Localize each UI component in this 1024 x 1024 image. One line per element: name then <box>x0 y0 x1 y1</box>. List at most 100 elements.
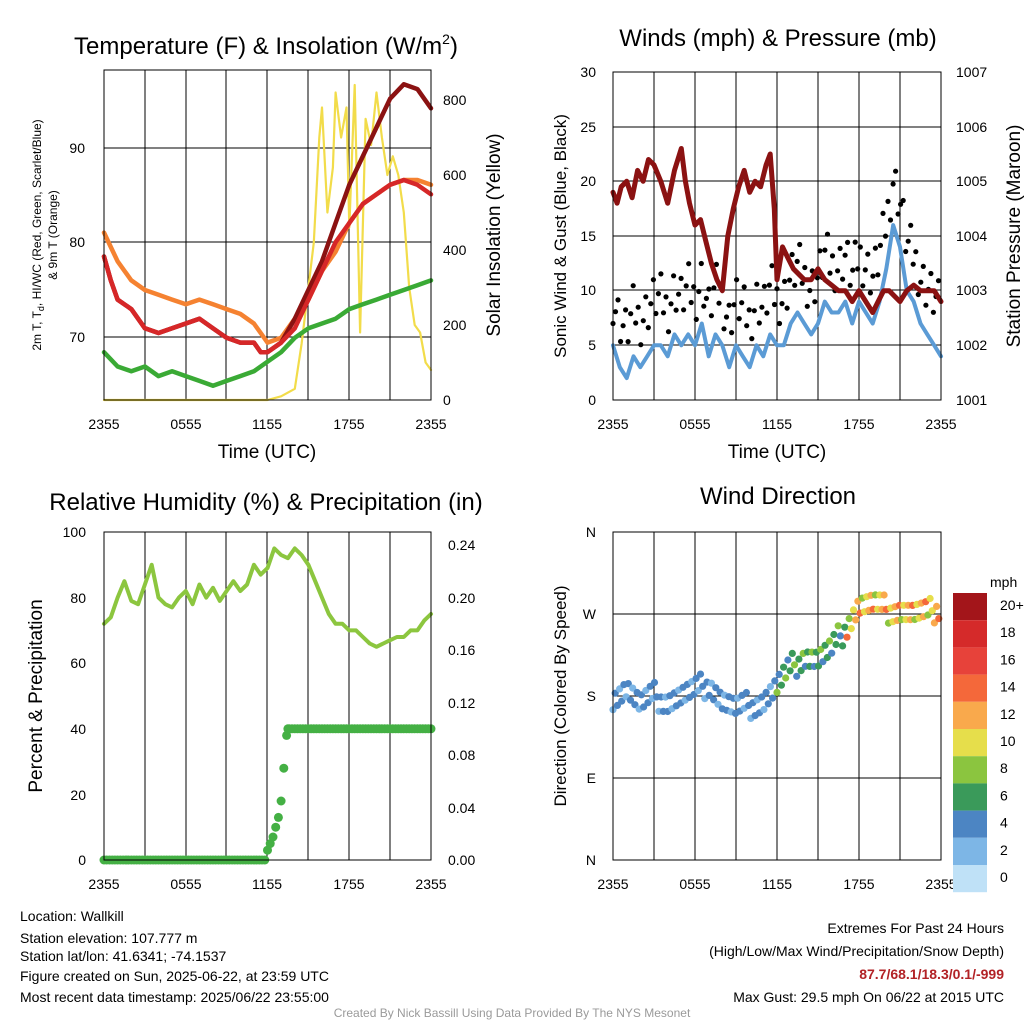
gust-point <box>882 233 889 239</box>
direction-point <box>793 672 801 680</box>
gust-point <box>784 305 790 311</box>
x-tick-label: 1155 <box>762 876 792 892</box>
x-tick-label: 0555 <box>679 876 710 892</box>
gust-point <box>676 291 682 297</box>
humidity-frame <box>103 531 432 861</box>
winds-x-label: Time (UTC) <box>728 442 827 463</box>
direction-point <box>852 616 860 624</box>
humidity-title: Relative Humidity (%) & Precipitation (i… <box>49 489 482 516</box>
recent-data-text: Most recent data timestamp: 2025/06/22 2… <box>20 989 329 1005</box>
gust-point <box>829 253 836 259</box>
winds-series <box>610 146 944 381</box>
gust-point <box>845 239 851 245</box>
gust-point <box>827 270 833 276</box>
humidity-line <box>102 546 433 649</box>
direction-point <box>650 678 659 687</box>
gust-point <box>867 290 874 296</box>
gust-point <box>910 261 916 267</box>
gust-point <box>766 282 773 288</box>
gust-point <box>754 281 760 287</box>
legend-label: 8 <box>1000 760 1008 776</box>
y2-tick-label: 1002 <box>956 337 987 353</box>
extremes-values: 87.7/68.1/18.3/0.1/-999 <box>859 966 1004 982</box>
legend-swatch <box>953 647 987 675</box>
gust-point <box>681 307 687 313</box>
legend-swatch <box>953 620 987 648</box>
direction-point <box>795 655 803 663</box>
direction-point <box>712 684 720 692</box>
direction-point <box>845 615 853 623</box>
gust-point <box>686 261 692 267</box>
direction-point <box>777 681 786 689</box>
gust-point <box>744 323 750 329</box>
temperature-panel: Temperature (F) & Insolation (W/m2) 2355… <box>30 31 505 463</box>
gust-point <box>739 300 745 306</box>
y2-tick-label: 1006 <box>956 119 987 135</box>
gust-point <box>923 302 929 308</box>
gust-point <box>713 261 720 267</box>
gust-point <box>840 276 846 282</box>
legend-label: 14 <box>1000 679 1016 695</box>
y-tick-label: 100 <box>63 524 87 540</box>
direction-point <box>764 700 772 708</box>
gust-point <box>640 318 646 324</box>
y2-tick-label: 800 <box>443 92 467 108</box>
humidity-grid <box>144 532 391 860</box>
x-tick-label: 1155 <box>762 416 792 432</box>
gust-point <box>837 245 843 251</box>
x-tick-label: 2355 <box>415 876 446 892</box>
y2-tick-label: 0.04 <box>448 800 475 816</box>
gust-point <box>678 275 684 281</box>
winds-panel: Winds (mph) & Pressure (mb) 2355 0555 11… <box>551 25 1024 463</box>
legend-swatch <box>953 837 987 865</box>
direction-point <box>766 683 775 691</box>
gust-point <box>716 300 722 306</box>
gust-point <box>893 168 899 174</box>
legend-swatch <box>953 593 987 621</box>
precip-point <box>279 763 289 773</box>
gust-point <box>665 329 672 335</box>
direction-point <box>821 641 829 649</box>
y2-tick-label: 0.00 <box>448 852 475 868</box>
gust-point <box>903 248 909 255</box>
direction-point <box>841 623 849 631</box>
direction-point <box>629 684 637 692</box>
legend-label: 18 <box>1000 624 1016 640</box>
gust-point <box>865 251 871 257</box>
gust-point <box>650 277 657 283</box>
y-tick-label: 80 <box>69 234 85 250</box>
y2-tick-label: 1007 <box>956 64 987 80</box>
gust-point <box>764 310 770 316</box>
direction-point <box>924 611 932 619</box>
y-tick-label: 60 <box>70 655 86 671</box>
direction-point <box>830 630 838 639</box>
y-tick-label: 5 <box>588 337 596 353</box>
precip-point <box>276 796 286 806</box>
direction-point <box>788 649 796 658</box>
gust-point <box>726 302 732 308</box>
legend-label: 16 <box>1000 651 1016 667</box>
legend-label: 10 <box>1000 733 1016 749</box>
gust-point <box>643 294 649 300</box>
gust-point <box>905 238 911 244</box>
gust-point <box>895 211 901 217</box>
precip-point <box>271 822 281 832</box>
x-tick-label: 1755 <box>843 416 874 432</box>
gust-point <box>913 249 919 255</box>
gust-point <box>852 239 858 245</box>
direction-point <box>839 642 847 650</box>
extremes-fields: (High/Low/Max Wind/Precipitation/Snow De… <box>709 943 1004 959</box>
gust-point <box>711 285 717 291</box>
gust-point <box>691 284 697 290</box>
direction-point <box>742 688 751 697</box>
wind-direction-points <box>609 591 943 723</box>
wind-direction-title: Wind Direction <box>700 483 856 510</box>
gust-point <box>847 282 853 288</box>
sonic-wind-line <box>611 223 943 381</box>
legend-label: 6 <box>1000 787 1008 803</box>
gust-point <box>776 320 783 327</box>
gust-point <box>696 288 702 295</box>
gust-point <box>683 283 689 289</box>
winds-title: Winds (mph) & Pressure (mb) <box>619 25 936 52</box>
y-tick-label: 30 <box>580 64 596 80</box>
